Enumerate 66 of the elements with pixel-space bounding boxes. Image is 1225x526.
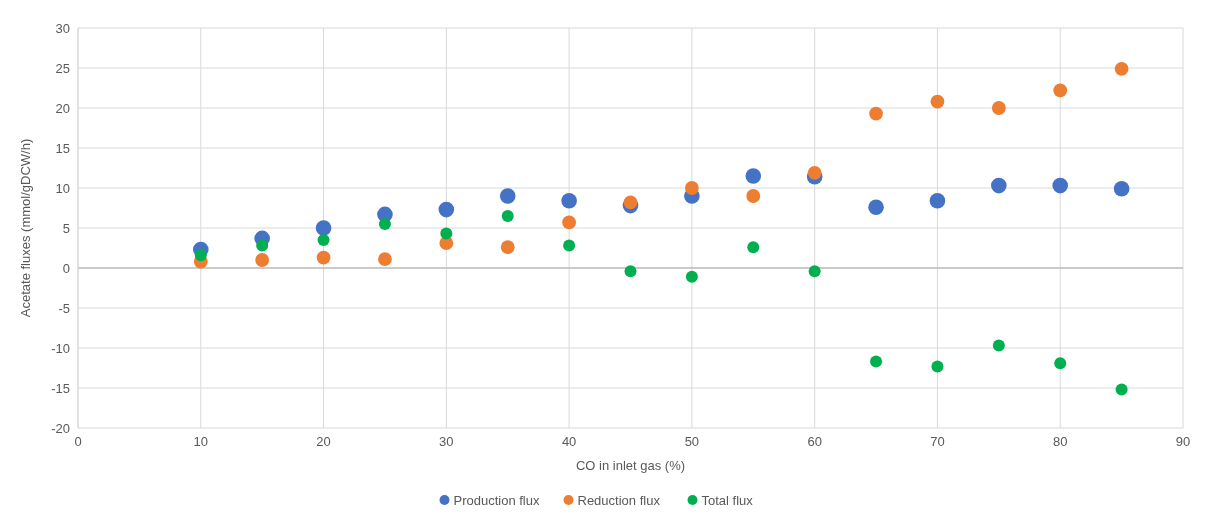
point xyxy=(563,239,576,252)
point xyxy=(747,241,760,254)
point xyxy=(255,253,270,267)
point xyxy=(562,215,577,230)
point xyxy=(378,252,392,267)
point xyxy=(1053,83,1068,98)
point xyxy=(991,177,1007,194)
point xyxy=(808,265,821,278)
point xyxy=(807,165,822,180)
point xyxy=(317,234,330,246)
point xyxy=(870,355,883,368)
y-tick-label: -20 xyxy=(51,420,70,436)
y-tick-label: -10 xyxy=(51,340,70,356)
point xyxy=(684,181,699,195)
y-axis-title: Acetate fluxes (mmol/gDCW/h) xyxy=(18,138,33,318)
x-tick-label: 30 xyxy=(439,434,454,449)
point xyxy=(501,210,514,222)
point xyxy=(500,240,515,255)
y-tick-label: 0 xyxy=(62,260,70,276)
point xyxy=(561,193,577,209)
point xyxy=(1054,357,1067,370)
legend-label: Total flux xyxy=(701,492,754,508)
y-tick-label: -5 xyxy=(58,300,70,316)
point xyxy=(438,201,455,218)
y-tick-label: 30 xyxy=(55,20,70,36)
x-tick-label: 60 xyxy=(807,434,822,449)
y-tick-label: 5 xyxy=(62,220,70,236)
point xyxy=(316,250,331,265)
point xyxy=(868,199,884,215)
point xyxy=(440,227,453,240)
x-tick-label: 20 xyxy=(316,434,331,449)
point xyxy=(1052,177,1069,194)
point xyxy=(931,360,944,373)
x-tick-label: 0 xyxy=(74,434,82,449)
point xyxy=(869,106,883,121)
point xyxy=(685,270,698,283)
x-tick-label: 10 xyxy=(193,434,209,449)
legend-label: Reduction flux xyxy=(577,492,661,508)
legend-label: Production flux xyxy=(453,492,540,508)
point xyxy=(624,265,637,278)
point xyxy=(499,188,516,204)
x-tick-label: 80 xyxy=(1052,434,1068,449)
point xyxy=(992,339,1005,352)
point xyxy=(991,101,1006,115)
point xyxy=(1113,181,1130,197)
point xyxy=(1115,383,1128,396)
y-tick-label: 15 xyxy=(55,140,70,156)
point xyxy=(1114,61,1129,76)
x-tick-label: 90 xyxy=(1175,434,1191,449)
x-axis-title: CO in inlet gas (%) xyxy=(575,458,686,473)
point xyxy=(745,168,762,184)
point xyxy=(378,218,391,230)
point xyxy=(623,195,638,210)
point xyxy=(746,189,761,203)
x-tick-label: 50 xyxy=(684,434,700,449)
y-tick-label: 25 xyxy=(55,60,70,76)
point xyxy=(930,94,945,109)
x-tick-label: 70 xyxy=(930,434,945,449)
x-tick-label: 40 xyxy=(561,434,577,449)
point xyxy=(256,239,269,252)
point xyxy=(929,193,946,209)
point xyxy=(315,220,332,236)
y-tick-label: 10 xyxy=(55,180,70,196)
y-tick-label: -15 xyxy=(51,380,70,396)
y-tick-label: 20 xyxy=(55,100,70,116)
point xyxy=(194,249,207,262)
